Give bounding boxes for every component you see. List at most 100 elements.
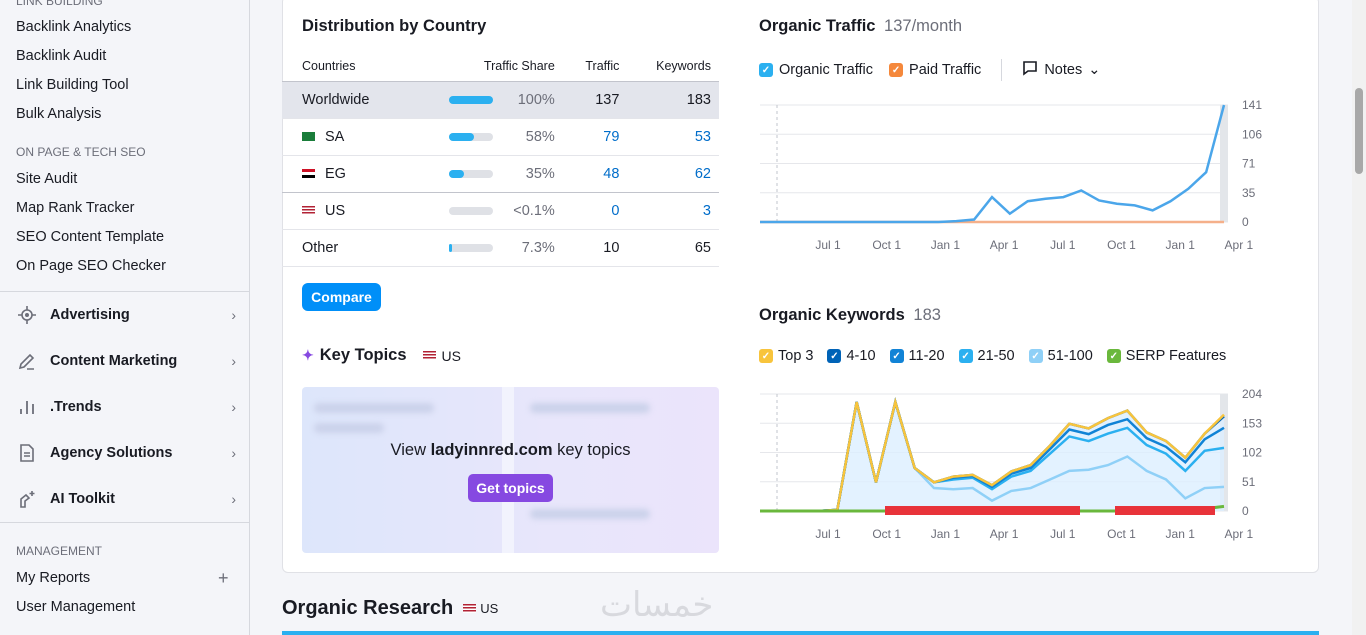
section-top-border <box>282 631 1319 635</box>
key-topics-message: View ladyinnred.com key topics <box>390 441 631 459</box>
organic-research-title: Organic Research <box>282 597 454 619</box>
sidebar-item-advertising[interactable]: Advertising › <box>16 304 236 326</box>
traffic-cell[interactable]: 0 <box>562 192 628 230</box>
country-label: US <box>441 347 461 364</box>
table-row[interactable]: Other 7.3% 10 65 <box>282 229 719 267</box>
x-tick-label: Jan 1 <box>1166 527 1196 541</box>
section-heading-link-building: LINK BUILDING <box>16 0 103 8</box>
country-cell: Worldwide <box>282 81 406 119</box>
notes-dropdown[interactable]: Notes ⌄ <box>1022 60 1100 80</box>
table-row[interactable]: SA 58% 79 53 <box>282 118 719 156</box>
divider <box>1001 59 1003 81</box>
key-topics-panel: View ladyinnred.com key topics Get topic… <box>302 387 719 553</box>
legend-label: Top 3 <box>778 348 814 364</box>
chevron-down-icon: ⌄ <box>1088 62 1101 78</box>
y-tick-label: 153 <box>1242 416 1262 430</box>
sidebar-item-user-management[interactable]: User Management <box>16 599 136 615</box>
y-tick-label: 0 <box>1242 215 1249 229</box>
keywords-cell[interactable]: 62 <box>627 155 719 193</box>
sidebar-item-backlink-audit[interactable]: Backlink Audit <box>16 48 107 64</box>
get-topics-button[interactable]: Get topics <box>468 474 553 502</box>
add-report-icon[interactable]: + <box>218 568 229 588</box>
page-scrollbar[interactable] <box>1352 0 1366 635</box>
checkbox-11-20[interactable]: ✓ <box>889 349 904 363</box>
keywords-cell: 65 <box>627 229 719 267</box>
distribution-title: Distribution by Country <box>302 17 487 35</box>
column-header-traffic-share[interactable]: Traffic Share <box>405 52 563 82</box>
sidebar-item-site-audit[interactable]: Site Audit <box>16 171 78 187</box>
sidebar-item-label: Agency Solutions <box>50 445 173 461</box>
scrollbar-thumb[interactable] <box>1355 88 1363 174</box>
sparkle-icon: ✦ <box>302 347 314 363</box>
x-tick-label: Jul 1 <box>815 238 841 252</box>
checkbox-top-3[interactable]: ✓ <box>759 349 773 363</box>
table-row[interactable]: US <0.1% 0 3 <box>282 192 719 230</box>
organic-keywords-value: 183 <box>913 306 941 324</box>
x-tick-label: Oct 1 <box>1107 238 1136 252</box>
table-row[interactable]: EG 35% 48 62 <box>282 155 719 193</box>
watermark-logo: خمسات <box>600 585 714 625</box>
chevron-right-icon: › <box>231 399 236 415</box>
x-tick-label: Apr 1 <box>1225 238 1254 252</box>
traffic-cell[interactable]: 79 <box>562 118 628 156</box>
chevron-right-icon: › <box>231 307 236 323</box>
checkbox-21-50[interactable]: ✓ <box>958 349 973 363</box>
legend-label: 11-20 <box>908 348 945 364</box>
compare-button[interactable]: Compare <box>302 283 381 311</box>
country-label: US <box>480 601 499 616</box>
column-header-keywords[interactable]: Keywords <box>627 52 719 82</box>
crosshair-icon <box>16 304 38 326</box>
country-cell: Other <box>282 229 406 267</box>
sidebar-item-trends[interactable]: .Trends › <box>16 396 236 418</box>
traffic-share-cell: 7.3% <box>405 229 563 267</box>
organic-keywords-chart[interactable]: 0 51 102 153 204 Jul 1 Oct 1 Jan 1 Apr 1 Jul 1 Oct… <box>750 384 1270 544</box>
current-period-highlight <box>1220 105 1228 222</box>
notes-label: Notes <box>1044 62 1083 78</box>
section-heading-onpage: ON PAGE & TECH SEO <box>16 145 146 159</box>
traffic-cell[interactable]: 48 <box>562 155 628 193</box>
blurred-topic <box>314 403 434 413</box>
domain-name: ladyinnred.com <box>430 441 553 459</box>
chevron-right-icon: › <box>231 491 236 507</box>
panel-divider <box>502 387 514 553</box>
blurred-topic <box>314 423 384 433</box>
x-tick-label: Apr 1 <box>1225 527 1254 541</box>
sidebar-item-bulk-analysis[interactable]: Bulk Analysis <box>16 106 102 122</box>
keywords-cell[interactable]: 3 <box>627 192 719 230</box>
sidebar-item-backlink-analytics[interactable]: Backlink Analytics <box>16 19 132 35</box>
sidebar-item-my-reports[interactable]: My Reports <box>16 570 91 586</box>
legend-label: 51-100 <box>1047 348 1093 364</box>
table-row[interactable]: Worldwide 100% 137 183 <box>282 81 719 119</box>
key-topics-country[interactable]: US <box>422 347 461 364</box>
us-flag-icon <box>422 351 436 360</box>
us-flag-icon <box>463 604 477 613</box>
checkbox-51-100[interactable]: ✓ <box>1028 349 1043 363</box>
sidebar-item-content-marketing[interactable]: Content Marketing › <box>16 350 236 372</box>
checkbox-serp-features[interactable]: ✓ <box>1106 349 1121 363</box>
checkbox-organic-traffic[interactable]: ✓ <box>759 63 773 77</box>
checkbox-4-10[interactable]: ✓ <box>827 349 842 363</box>
x-tick-label: Oct 1 <box>872 527 901 541</box>
traffic-share-cell: <0.1% <box>405 192 563 230</box>
distribution-table: Countries Traffic Share Traffic Keywords… <box>282 52 719 267</box>
organic-traffic-chart[interactable]: 0 35 71 106 141 Jul 1 Oct 1 Jan 1 Apr 1 Jul 1 Oct … <box>750 95 1270 255</box>
sidebar-item-agency-solutions[interactable]: Agency Solutions › <box>16 442 236 464</box>
organic-keywords-legend: ✓ Top 3 ✓ 4-10 ✓ 11-20 ✓ 21-50 ✓ 51-100 ✓ SERP Feat… <box>759 348 1235 364</box>
x-tick-label: Apr 1 <box>990 238 1019 252</box>
checkbox-paid-traffic[interactable]: ✓ <box>889 63 904 77</box>
traffic-cell: 10 <box>562 229 628 267</box>
sidebar-item-ai-toolkit[interactable]: AI Toolkit › <box>16 488 236 510</box>
sidebar: LINK BUILDING Backlink Analytics Backlin… <box>0 0 250 635</box>
sidebar-item-link-building-tool[interactable]: Link Building Tool <box>16 77 129 93</box>
traffic-share-cell: 58% <box>405 118 563 156</box>
legend-label: Organic Traffic <box>779 62 874 78</box>
sidebar-item-label: .Trends <box>50 399 102 415</box>
sidebar-item-seo-content-template[interactable]: SEO Content Template <box>16 229 165 245</box>
legend-label: Paid Traffic <box>909 62 982 78</box>
organic-research-header: Organic Research US <box>282 597 498 620</box>
column-header-traffic[interactable]: Traffic <box>562 52 628 82</box>
sidebar-item-on-page-seo-checker[interactable]: On Page SEO Checker <box>16 258 166 274</box>
sidebar-item-map-rank-tracker[interactable]: Map Rank Tracker <box>16 200 135 216</box>
keywords-cell[interactable]: 53 <box>627 118 719 156</box>
column-header-countries[interactable]: Countries <box>282 52 406 82</box>
